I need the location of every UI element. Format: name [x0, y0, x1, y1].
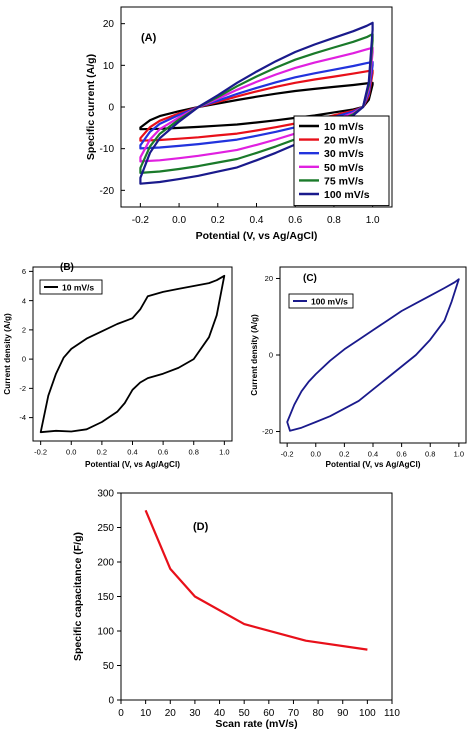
legend-label: 75 mV/s [324, 175, 364, 187]
y-tick-label: 300 [97, 489, 114, 500]
panel-label: (B) [60, 262, 74, 273]
x-tick-label: 60 [263, 708, 275, 719]
y-axis-label: Current density (A/g) [3, 313, 12, 395]
panel-c: -0.2 0.0 0.2 0.4 0.6 0.8 1.0 -20 0 20 Potential (V… [250, 266, 467, 469]
y-tick-label: 6 [22, 267, 26, 276]
y-tick-label: 100 [97, 627, 114, 638]
y-axis-label: Current density (A/g) [250, 314, 259, 396]
y-tick-label: -20 [262, 427, 273, 436]
panel-d: 0 10 20 30 40 50 60 70 80 90 100 110 0 50 100 150 200 250… [72, 489, 400, 731]
y-tick-label: 20 [265, 274, 273, 283]
y-tick-label: -2 [19, 384, 26, 393]
panel-b: -0.2 0.0 0.2 0.4 0.6 0.8 1.0 -4 -2 0 2 4 6 Potential … [3, 262, 233, 469]
x-tick-label: 100 [359, 708, 376, 719]
y-tick-label: 4 [22, 296, 26, 305]
x-tick-label: -0.2 [281, 450, 294, 459]
x-tick-label: 90 [337, 708, 349, 719]
x-tick-label: 40 [214, 708, 226, 719]
y-tick-label: 0 [108, 696, 114, 707]
x-axis-label: Potential (V, vs Ag/AgCl) [326, 460, 421, 469]
y-tick-label: -4 [19, 413, 26, 422]
legend-label: 10 mV/s [62, 283, 94, 293]
x-axis-label: Potential (V, vs Ag/AgCl) [196, 230, 318, 242]
y-tick-label: 0 [269, 351, 273, 360]
y-tick-label: 200 [97, 558, 114, 569]
cv-loop-100mvs [139, 21, 374, 185]
x-tick-label: 80 [313, 708, 325, 719]
x-tick-label: 0.4 [368, 450, 378, 459]
x-tick-label: 10 [140, 708, 152, 719]
cv-loop [39, 274, 226, 434]
y-axis-label: Specific capacitance (F/g) [72, 532, 84, 661]
x-tick-label: -0.2 [34, 448, 47, 457]
y-tick-label: 50 [103, 661, 115, 672]
plot-frame-c [279, 266, 467, 444]
capacitance-line [144, 509, 368, 651]
panel-label: (D) [193, 521, 209, 533]
x-tick-label: 30 [189, 708, 201, 719]
legend-box [39, 279, 103, 295]
x-tick-label: 0.0 [172, 215, 186, 226]
x-tick-label: 50 [239, 708, 251, 719]
x-tick-label: 0.0 [311, 450, 321, 459]
legend-label: 50 mV/s [324, 162, 364, 174]
y-tick-label: 10 [103, 61, 115, 72]
x-tick-label: 0.6 [396, 450, 406, 459]
cv-loop-10mvs [139, 81, 374, 131]
y-tick-label: 20 [103, 19, 115, 30]
x-tick-label: 0.8 [327, 215, 341, 226]
x-axis-label: Potential (V, vs Ag/AgCl) [85, 460, 180, 469]
x-tick-label: 1.0 [454, 450, 464, 459]
x-tick-label: 0.4 [250, 215, 264, 226]
y-tick-label: 0 [22, 355, 26, 364]
x-tick-label: 0.6 [158, 448, 168, 457]
y-tick-label: 150 [97, 592, 114, 603]
y-tick-label: 0 [108, 103, 114, 114]
legend-a [293, 115, 390, 207]
x-tick-label: 0.6 [288, 215, 302, 226]
x-axis-label: Scan rate (mV/s) [215, 718, 297, 730]
x-tick-label: 0.2 [211, 215, 225, 226]
x-tick-label: 0 [118, 708, 124, 719]
panel-a: -0.2 0.0 0.2 0.4 0.6 0.8 1.0 -20 -10 0 10 20 Potenti… [85, 6, 393, 242]
y-axis-label: Specific current (A/g) [85, 54, 97, 160]
x-tick-label: 0.2 [339, 450, 349, 459]
y-tick-label: -10 [100, 144, 115, 155]
x-tick-label: 1.0 [219, 448, 229, 457]
x-tick-label: 0.8 [189, 448, 199, 457]
y-tick-label: 2 [22, 325, 26, 334]
panel-label: (C) [303, 273, 317, 284]
legend-label: 100 mV/s [311, 297, 348, 307]
legend-label: 30 mV/s [324, 148, 364, 160]
y-tick-label: 250 [97, 523, 114, 534]
cv-loop [286, 278, 460, 432]
panel-label: (A) [141, 32, 157, 44]
x-tick-label: 110 [384, 708, 400, 719]
x-tick-label: 0.4 [127, 448, 137, 457]
plot-frame-d [120, 492, 393, 701]
x-tick-label: 70 [288, 708, 300, 719]
legend-label: 100 mV/s [324, 189, 370, 201]
legend-box [288, 293, 354, 309]
legend-label: 10 mV/s [324, 121, 364, 133]
x-tick-label: -0.2 [132, 215, 150, 226]
legend-label: 20 mV/s [324, 135, 364, 147]
x-tick-label: 0.8 [425, 450, 435, 459]
x-tick-label: 0.2 [97, 448, 107, 457]
x-tick-label: 1.0 [366, 215, 380, 226]
x-tick-label: 0.0 [66, 448, 76, 457]
x-tick-label: 20 [165, 708, 177, 719]
y-tick-label: -20 [100, 186, 115, 197]
